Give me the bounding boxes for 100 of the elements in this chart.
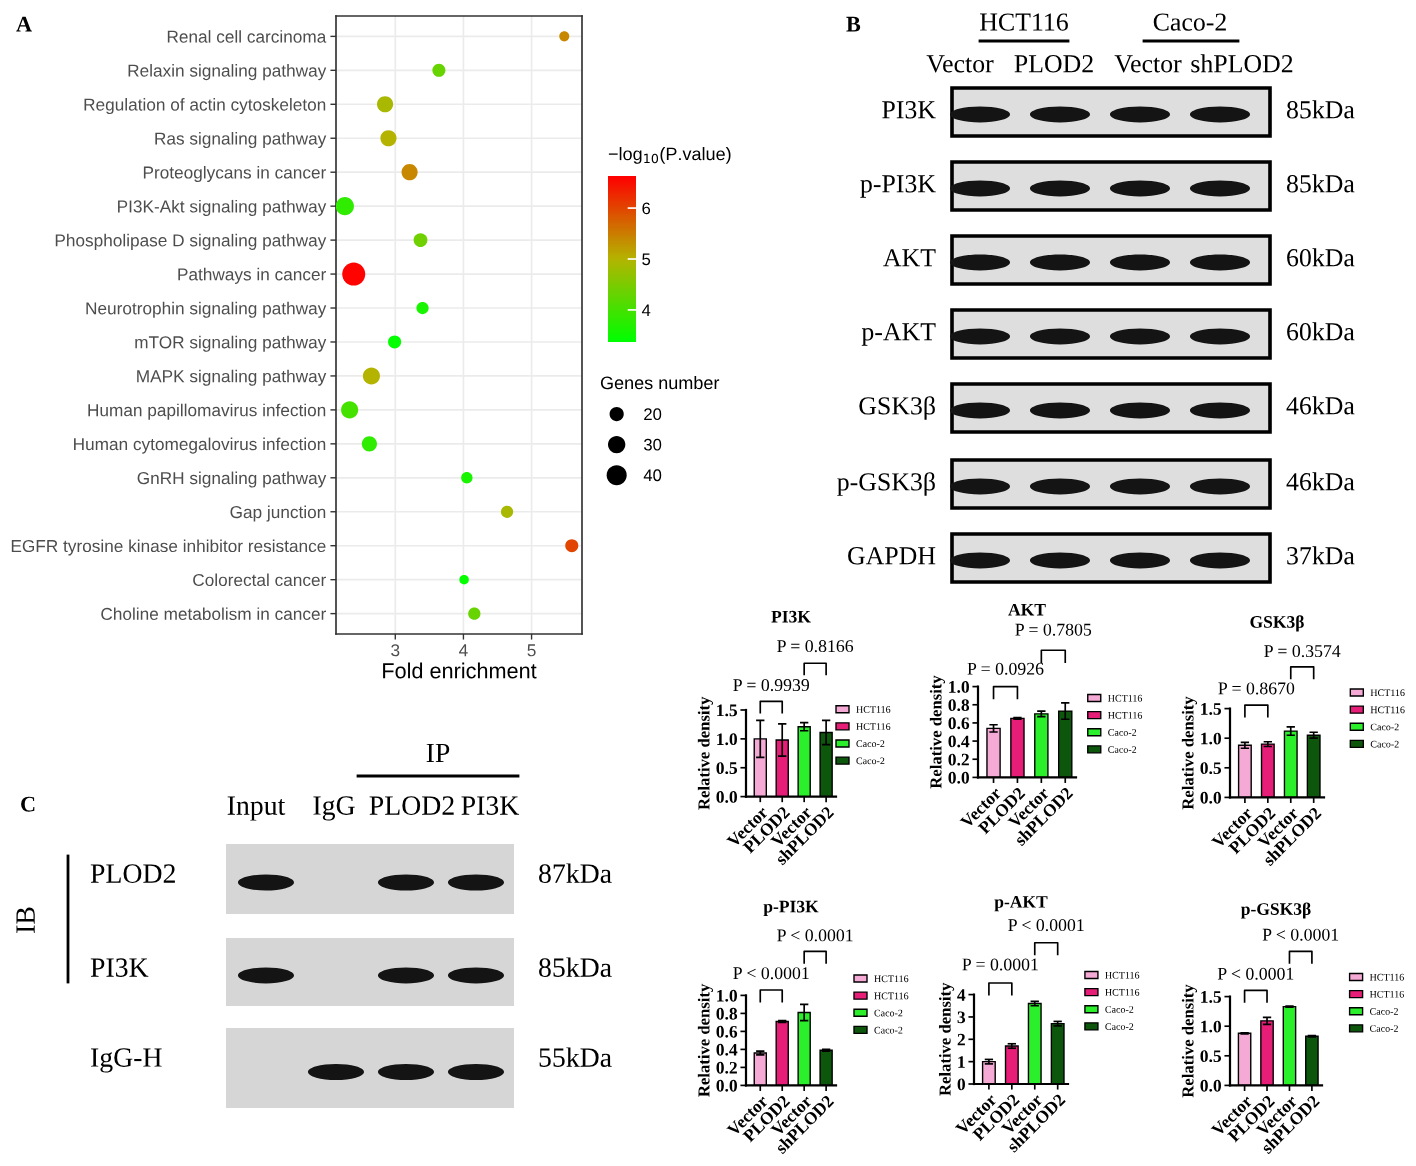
category-label: PI3K <box>882 101 936 119</box>
y-tick-label: 0.0 <box>1200 791 1221 804</box>
x-tick-label: 5 <box>527 644 536 657</box>
y-tick-label: 0.0 <box>948 771 969 784</box>
y-tick-label: PI3K-Akt signaling pathway <box>118 199 327 216</box>
y-tick-label: Ras signaling pathway <box>155 132 327 149</box>
y-tick-label: 1 <box>958 1056 965 1068</box>
x-tick-label: 3 <box>391 644 400 657</box>
y-tick-label: 0.4 <box>948 735 970 748</box>
y-tick-label: 0.2 <box>948 753 969 766</box>
text: P < 0.0001 <box>1217 967 1294 980</box>
category-label: PLOD2 <box>1014 55 1093 73</box>
category-label: AKT <box>883 249 936 267</box>
category-label: shPLOD2 <box>1191 54 1293 73</box>
chart-title: p-PI3K <box>763 900 819 917</box>
category-label: 87kDa <box>539 863 612 883</box>
category-label: 85kDa <box>1286 174 1355 193</box>
legend-label: 20 <box>644 408 662 421</box>
text: IB <box>16 907 35 933</box>
y-tick-label: 1.0 <box>1201 732 1221 745</box>
text: P = 0.0001 <box>962 958 1038 971</box>
x-axis-title: Fold enrichment <box>383 662 537 679</box>
y-tick-label: MAPK signaling pathway <box>137 369 327 386</box>
category-label: 46kDa <box>1286 472 1355 491</box>
category-label: PLOD2 <box>90 864 175 883</box>
y-tick-label: Choline metabolism in cancer <box>101 607 327 621</box>
category-label: Vector <box>926 55 994 73</box>
text: P < 0.0001 <box>777 929 853 942</box>
category-label: 37kDa <box>1287 546 1355 565</box>
y-axis-title: Relative density <box>1181 696 1198 810</box>
legend-label: 30 <box>643 438 662 451</box>
chart-title: AKT <box>1008 603 1046 616</box>
y-axis-title: Relative density <box>1181 984 1198 1098</box>
x-tick-label: 4 <box>459 644 468 657</box>
y-tick-label: 1.5 <box>1201 991 1222 1003</box>
category-label: GAPDH <box>848 547 936 565</box>
y-tick-label: 4 <box>957 989 966 1001</box>
text: P = 0.8670 <box>1218 682 1295 695</box>
y-tick-label: 1.5 <box>1201 703 1222 715</box>
category-label: Vector <box>1114 55 1182 73</box>
text: P < 0.0001 <box>733 967 809 980</box>
y-tick-label: 0.2 <box>716 1061 737 1074</box>
y-tick-label: 0.8 <box>948 699 970 712</box>
legend-title: Genes number <box>600 376 720 390</box>
category-label: 60kDa <box>1287 248 1355 267</box>
y-tick-label: 0.4 <box>716 1043 738 1056</box>
category-label: 60kDa <box>1287 322 1355 341</box>
chart-title: GSK3β <box>1250 615 1304 632</box>
chart-title: p-AKT <box>994 896 1048 912</box>
y-tick-label: 0.0 <box>716 1079 737 1092</box>
text: B <box>846 16 861 32</box>
category-label: 85kDa <box>1286 100 1355 119</box>
y-tick-label: Human cytomegalovirus infection <box>74 437 326 454</box>
category-label: IgG <box>313 796 355 821</box>
y-tick-label: Neurotrophin signaling pathway <box>86 301 327 318</box>
y-tick-label: Gap junction <box>230 505 326 522</box>
category-label: GSK3β <box>859 396 935 420</box>
y-tick-label: 0.0 <box>716 791 737 803</box>
y-tick-label: Renal cell carcinoma <box>167 30 327 43</box>
text: HCT116 <box>980 13 1068 31</box>
y-tick-label: 0.5 <box>716 762 738 775</box>
text: Caco-2 <box>1153 13 1226 31</box>
y-tick-label: 1.0 <box>717 733 737 746</box>
text: P = 0.7805 <box>1015 623 1092 636</box>
y-tick-label: 0.5 <box>1200 1050 1222 1063</box>
color-bar-label: 6 <box>642 202 651 215</box>
text: P = 0.0926 <box>967 662 1044 675</box>
text: P = 0.9939 <box>733 679 810 692</box>
text: P = 0.3574 <box>1264 645 1341 658</box>
y-tick-label: 0.0 <box>1200 1079 1221 1092</box>
y-tick-label: 1.5 <box>717 704 738 717</box>
y-tick-label: Relaxin signaling pathway <box>128 64 327 81</box>
y-tick-label: Colorectal cancer <box>193 573 326 587</box>
color-bar-title: −log$_{10}$(P.value) <box>608 147 731 164</box>
legend-label: 40 <box>643 469 662 482</box>
y-axis-title: Relative density <box>697 696 714 810</box>
y-tick-label: 2 <box>957 1033 965 1046</box>
text: P < 0.0001 <box>1008 919 1084 932</box>
y-tick-label: 0 <box>957 1078 965 1091</box>
color-bar-label: 4 <box>641 304 651 316</box>
y-tick-label: Phospholipase D signaling pathway <box>55 233 327 250</box>
y-tick-label: mTOR signaling pathway <box>135 335 327 352</box>
y-tick-label: 1.0 <box>1201 1020 1221 1033</box>
text: P < 0.0001 <box>1262 928 1339 941</box>
y-tick-label: Pathways in cancer <box>178 267 326 284</box>
text: C <box>21 796 35 812</box>
category-label: Input <box>227 796 286 821</box>
category-label: 85kDa <box>539 957 612 977</box>
chart-title: PI3K <box>771 610 811 623</box>
category-label: PI3K <box>461 796 520 815</box>
y-tick-label: 3 <box>957 1011 966 1024</box>
category-label: 55kDa <box>539 1047 612 1067</box>
category-label: p-PI3K <box>860 175 936 198</box>
text: P = 0.8166 <box>777 640 854 653</box>
y-tick-label: Proteoglycans in cancer <box>143 165 326 183</box>
y-tick-label: Regulation of actin cytoskeleton <box>84 98 326 115</box>
category-label: p-GSK3β <box>837 472 935 496</box>
y-tick-label: 0.5 <box>1200 762 1222 775</box>
text: IP <box>426 743 450 763</box>
y-tick-label: 0.8 <box>716 1007 738 1020</box>
